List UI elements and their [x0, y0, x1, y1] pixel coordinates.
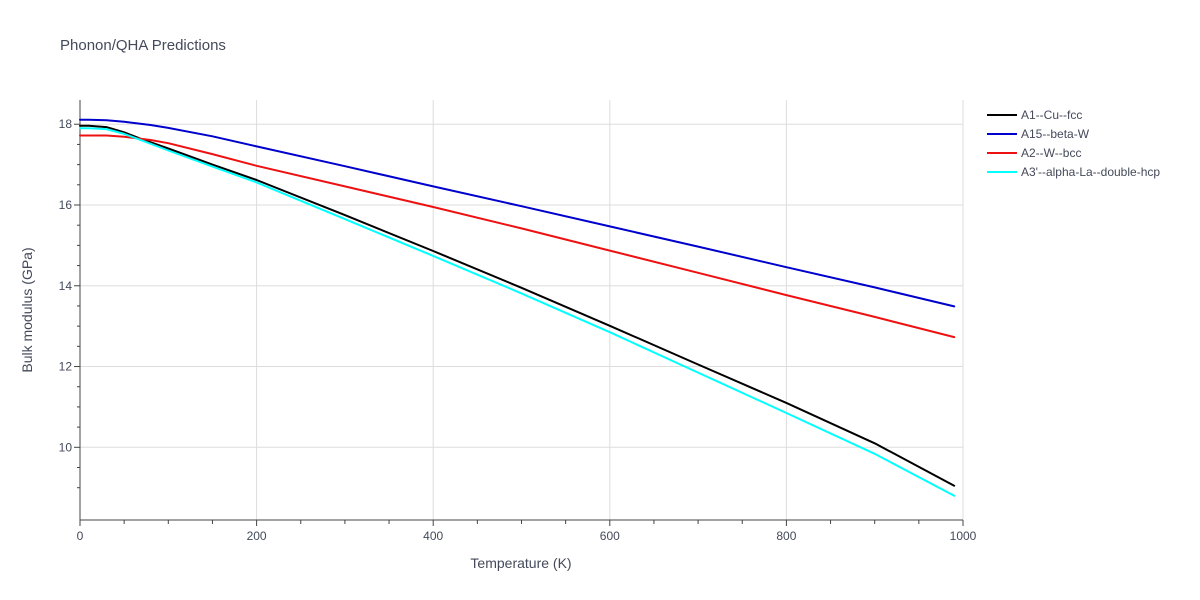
y-tick-label: 16 [59, 198, 73, 212]
axes: 0 200 400 600 800 1000 10 12 14 16 18 [59, 100, 977, 543]
x-tick-label: 0 [77, 529, 84, 543]
x-tick-label: 600 [600, 529, 620, 543]
y-tick-label: 14 [59, 279, 73, 293]
y-tick-label: 10 [59, 440, 73, 454]
x-tick-label: 400 [423, 529, 443, 543]
x-axis-title: Temperature (K) [470, 555, 571, 571]
y-tick-label: 18 [59, 117, 73, 131]
series-line-1[interactable] [79, 124, 956, 487]
legend-label: A15--beta-W [1021, 127, 1090, 141]
legend-item[interactable]: A1--Cu--fcc [987, 108, 1082, 122]
x-tick-label: 800 [776, 529, 796, 543]
chart-title: Phonon/QHA Predictions [60, 37, 226, 54]
legend-item[interactable]: A3'--alpha-La--double-hcp [987, 165, 1160, 179]
plot-area [79, 118, 956, 497]
grid [80, 100, 964, 520]
legend-item[interactable]: A15--beta-W [987, 127, 1090, 141]
series-line-3[interactable] [79, 134, 956, 339]
y-axis-title: Bulk modulus (GPa) [19, 247, 35, 372]
legend-item[interactable]: A2--W--bcc [987, 146, 1081, 160]
legend-label: A1--Cu--fcc [1021, 108, 1082, 122]
series-line-4[interactable] [79, 127, 956, 497]
x-tick-label: 1000 [950, 529, 977, 543]
series-line-2[interactable] [79, 118, 956, 308]
legend-label: A2--W--bcc [1021, 146, 1081, 160]
legend-label: A3'--alpha-La--double-hcp [1021, 165, 1160, 179]
legend[interactable]: A1--Cu--fcc A15--beta-W A2--W--bcc A3'--alp… [987, 108, 1160, 179]
y-tick-label: 12 [59, 360, 73, 374]
x-tick-label: 200 [247, 529, 267, 543]
